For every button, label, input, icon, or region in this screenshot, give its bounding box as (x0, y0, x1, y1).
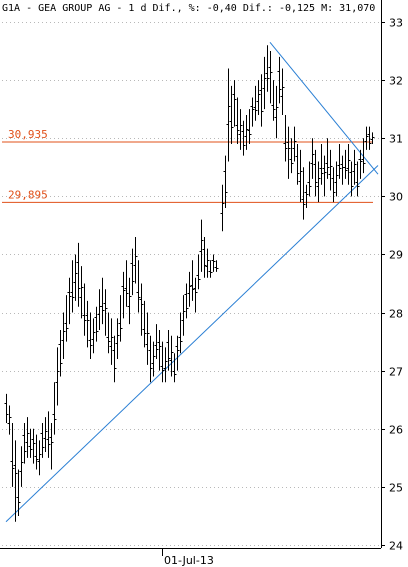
y-tick-label: 25 (389, 482, 403, 495)
level-label: 30,935 (8, 128, 48, 141)
price-levels: 30,935 29,895 (2, 128, 373, 203)
y-tick-label: 26 (389, 424, 403, 437)
x-tick-label: 01-Jul-13 (164, 554, 214, 567)
chart-header: G1A - GEA GROUP AG - 1 d Dif., %: -0,40 … (2, 3, 375, 14)
y-tick-label: 30 (389, 191, 403, 204)
y-tick-label: 27 (389, 366, 403, 379)
time-axis: 01-Jul-13 (162, 548, 214, 567)
trendline (5, 165, 379, 523)
y-tick-label: 24 (389, 540, 403, 553)
y-tick-label: 28 (389, 308, 403, 321)
level-label: 29,895 (8, 188, 48, 201)
y-tick-label: 32 (389, 75, 403, 88)
y-tick-label: 33 (389, 17, 403, 30)
y-tick-label: 31 (389, 133, 403, 146)
price-bars (4, 45, 375, 522)
price-axis: 24 25 26 27 28 29 30 31 32 33 (381, 17, 403, 553)
y-tick-label: 29 (389, 249, 403, 262)
